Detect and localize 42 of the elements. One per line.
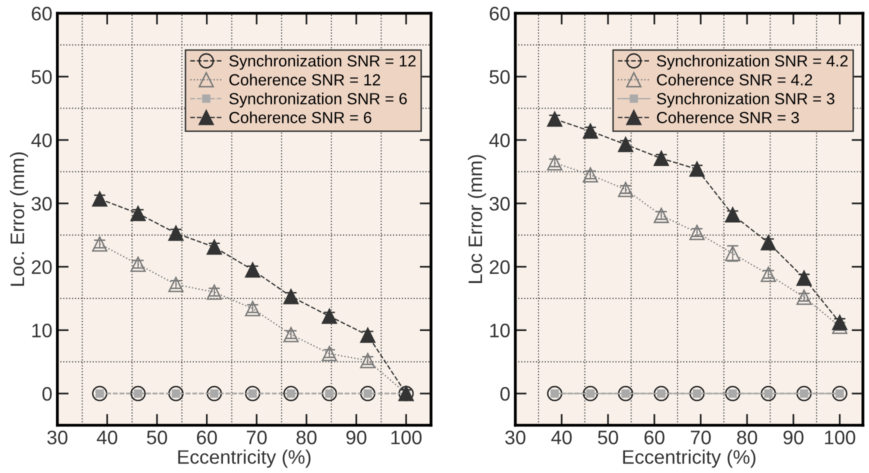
y-tick-label: 30 [490, 196, 510, 211]
x-tick-label: 40 [96, 430, 118, 444]
x-tick-label: 90 [783, 430, 804, 444]
legend-label: Coherence SNR = 12 [229, 74, 380, 86]
legend-label: Coherence SNR = 3 [657, 112, 799, 124]
y-tick-label: 20 [490, 260, 510, 274]
y-tick-label: 60 [32, 6, 52, 20]
y-tick-label: 50 [32, 70, 52, 84]
y-tick-label: 0 [42, 387, 52, 401]
x-tick-label: 100 [391, 430, 422, 444]
legend-label: Coherence SNR = 4.2 [657, 74, 812, 86]
y-tick-label: 30 [32, 196, 52, 211]
x-tick-label: 60 [644, 430, 664, 444]
x-axis-title: Eccentricity (%) [178, 450, 311, 468]
x-tick-label: 50 [598, 430, 618, 444]
y-tick-label: 60 [490, 6, 510, 20]
legend-label: Synchronization SNR = 6 [229, 92, 407, 108]
y-axis-title: Loc. Error (mm) [10, 152, 28, 286]
y-tick-label: 50 [490, 70, 510, 84]
y-tick-label: 40 [489, 133, 510, 148]
x-tick-label: 30 [505, 430, 526, 444]
y-tick-label: 40 [31, 133, 52, 148]
x-tick-label: 70 [690, 430, 711, 444]
y-tick-label: 10 [490, 324, 510, 338]
legend-label: Synchronization SNR = 4.2 [656, 54, 848, 70]
y-tick-label: 10 [32, 324, 52, 338]
x-tick-label: 70 [246, 430, 267, 444]
y-axis-title: Loc Error (mm) [468, 155, 486, 283]
legend-label: Coherence SNR = 6 [229, 112, 372, 124]
legend-label: Synchronization SNR = 3 [656, 92, 834, 108]
y-tick-label: 20 [32, 260, 52, 274]
x-tick-label: 80 [737, 430, 758, 444]
x-tick-label: 100 [825, 430, 856, 444]
x-tick-label: 40 [551, 430, 572, 444]
x-tick-label: 80 [296, 430, 317, 444]
legend-label: Synchronization SNR = 12 [229, 54, 416, 70]
x-tick-label: 90 [346, 430, 366, 444]
x-tick-label: 60 [196, 430, 217, 444]
x-tick-label: 50 [146, 430, 168, 444]
x-axis-title: Eccentricity (%) [623, 450, 756, 468]
x-tick-label: 30 [47, 430, 68, 444]
y-tick-label: 0 [500, 387, 510, 401]
